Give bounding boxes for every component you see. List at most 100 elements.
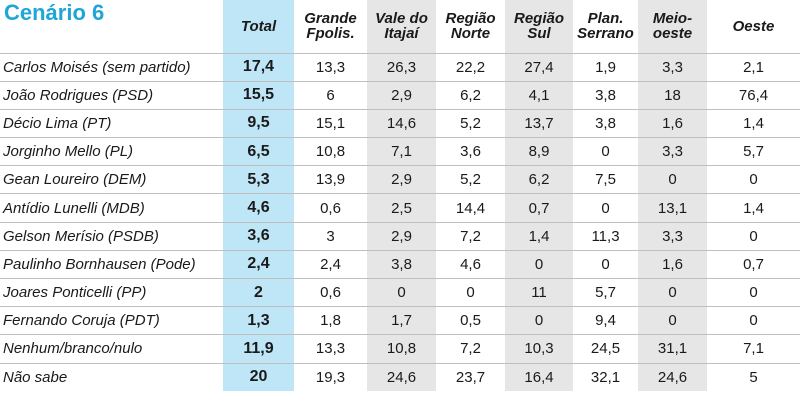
value-cell: 5,7 [707, 137, 800, 166]
value-cell: 7,2 [436, 334, 505, 364]
value-cell: 0 [707, 277, 800, 307]
value-cell: 0 [707, 306, 800, 335]
column-header-text: Sul [527, 25, 551, 43]
value-cell: 2,4 [294, 249, 367, 279]
value-cell: 1,7 [367, 306, 436, 335]
total-value-cell: 4,6 [223, 193, 294, 223]
value-cell: 2,9 [367, 165, 436, 194]
value-cell: 11,3 [573, 221, 638, 251]
total-value-cell: 9,5 [223, 108, 294, 138]
value-cell: 3,6 [436, 137, 505, 166]
value-cell: 24,5 [573, 334, 638, 364]
value-cell: 0 [573, 193, 638, 223]
value-cell: 0 [707, 221, 800, 251]
value-cell: 0 [367, 277, 436, 307]
column-header-text: Itajaí [384, 25, 419, 43]
value-cell: 0 [707, 165, 800, 194]
value-cell: 3,3 [638, 221, 707, 251]
value-cell: 3,3 [638, 52, 707, 82]
value-cell: 5 [707, 362, 800, 392]
table-row: Jorginho Mello (PL) 6,5 10,8 7,1 3,6 8,9 0 3,3 5… [0, 137, 800, 166]
table-row: Carlos Moisés (sem partido) 17,4 13,3 26,3 2… [0, 52, 800, 82]
column-header-text: Fpolis. [306, 25, 355, 43]
total-value-cell: 1,3 [223, 306, 294, 335]
value-cell: 1,6 [638, 249, 707, 279]
value-cell: 0 [505, 306, 573, 335]
value-cell: 5,2 [436, 108, 505, 138]
value-cell: 14,6 [367, 108, 436, 138]
total-value-cell: 17,4 [223, 52, 294, 82]
column-header-text: Norte [450, 25, 491, 43]
table-body: Carlos Moisés (sem partido) 17,4 13,3 26,3 2… [0, 52, 800, 392]
row-label: Antídio Lunelli (MDB) [0, 193, 223, 223]
value-cell: 1,4 [707, 193, 800, 223]
value-cell: 3,8 [573, 108, 638, 138]
value-cell: 0,6 [294, 277, 367, 307]
value-cell: 2,9 [367, 221, 436, 251]
column-header-4: Região Norte [436, 0, 505, 53]
row-label: João Rodrigues (PSD) [0, 80, 223, 110]
value-cell: 18 [638, 80, 707, 110]
header-row: Cenário 6 Total Grande Fpolis. Vale do Itaja… [0, 0, 800, 53]
row-label: Nenhum/branco/nulo [0, 334, 223, 364]
value-cell: 1,4 [505, 221, 573, 251]
column-header-3: Vale do Itajaí [367, 0, 436, 53]
value-cell: 13,3 [294, 334, 367, 364]
column-header-2: Grande Fpolis. [294, 0, 367, 53]
row-label: Décio Lima (PT) [0, 108, 223, 138]
row-label: Gelson Merísio (PSDB) [0, 221, 223, 251]
value-cell: 7,1 [707, 334, 800, 364]
total-value-cell: 2 [223, 277, 294, 307]
value-cell: 3,8 [367, 249, 436, 279]
column-header-7: Meio-oeste [638, 0, 707, 53]
value-cell: 22,2 [436, 52, 505, 82]
value-cell: 0,5 [436, 306, 505, 335]
table-row: Nenhum/branco/nulo 11,9 13,3 10,8 7,2 10,3 24,… [0, 334, 800, 364]
value-cell: 5,7 [573, 277, 638, 307]
value-cell: 3,8 [573, 80, 638, 110]
total-value-cell: 5,3 [223, 165, 294, 194]
table-row: Não sabe 20 19,3 24,6 23,7 16,4 32,1 24,6 5 [0, 362, 800, 392]
column-header-1: Total [223, 0, 294, 53]
value-cell: 13,7 [505, 108, 573, 138]
table-row: Paulinho Bornhausen (Pode) 2,4 2,4 3,8 4,6 0 0… [0, 249, 800, 279]
value-cell: 13,1 [638, 193, 707, 223]
value-cell: 0,7 [707, 249, 800, 279]
value-cell: 2,1 [707, 52, 800, 82]
column-header-text: Grande [304, 10, 357, 28]
value-cell: 4,6 [436, 249, 505, 279]
table-row: Gelson Merísio (PSDB) 3,6 3 2,9 7,2 1,4 11,3 3,… [0, 221, 800, 251]
total-value-cell: 3,6 [223, 221, 294, 251]
column-header-text: Oeste [732, 17, 775, 35]
value-cell: 32,1 [573, 362, 638, 392]
column-header-text: Meio- [652, 10, 693, 28]
value-cell: 7,2 [436, 221, 505, 251]
column-header-6: Plan. Serrano [573, 0, 638, 53]
value-cell: 14,4 [436, 193, 505, 223]
value-cell: 2,5 [367, 193, 436, 223]
row-label: Fernando Coruja (PDT) [0, 306, 223, 335]
value-cell: 0 [573, 249, 638, 279]
table-row: Gean Loureiro (DEM) 5,3 13,9 2,9 5,2 6,2 7,5 0 0 [0, 165, 800, 194]
value-cell: 0 [436, 277, 505, 307]
table-row: Décio Lima (PT) 9,5 15,1 14,6 5,2 13,7 3,8 1,6 1… [0, 108, 800, 138]
table-row: Fernando Coruja (PDT) 1,3 1,8 1,7 0,5 0 9,4 0 0 [0, 306, 800, 335]
row-label: Joares Ponticelli (PP) [0, 277, 223, 307]
table-title: Cenário 6 [4, 0, 105, 25]
value-cell: 0,6 [294, 193, 367, 223]
row-label: Não sabe [0, 362, 223, 392]
column-header-8: Oeste [707, 0, 800, 53]
total-value-cell: 6,5 [223, 137, 294, 166]
column-header-text: Total [240, 17, 277, 35]
value-cell: 0 [638, 277, 707, 307]
row-label: Gean Loureiro (DEM) [0, 165, 223, 194]
value-cell: 1,8 [294, 306, 367, 335]
value-cell: 1,4 [707, 108, 800, 138]
value-cell: 1,9 [573, 52, 638, 82]
value-cell: 13,9 [294, 165, 367, 194]
value-cell: 23,7 [436, 362, 505, 392]
value-cell: 16,4 [505, 362, 573, 392]
column-header-text: Vale do [375, 10, 428, 28]
total-value-cell: 15,5 [223, 80, 294, 110]
